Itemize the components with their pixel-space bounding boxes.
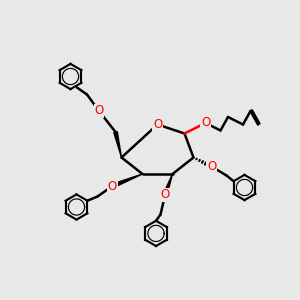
Text: O: O	[94, 104, 103, 118]
Text: O: O	[160, 188, 169, 202]
Polygon shape	[114, 132, 122, 158]
Text: O: O	[108, 179, 117, 193]
Polygon shape	[112, 174, 142, 188]
Polygon shape	[163, 174, 172, 196]
Text: O: O	[153, 118, 162, 131]
Text: O: O	[207, 160, 216, 173]
Text: O: O	[201, 116, 210, 130]
